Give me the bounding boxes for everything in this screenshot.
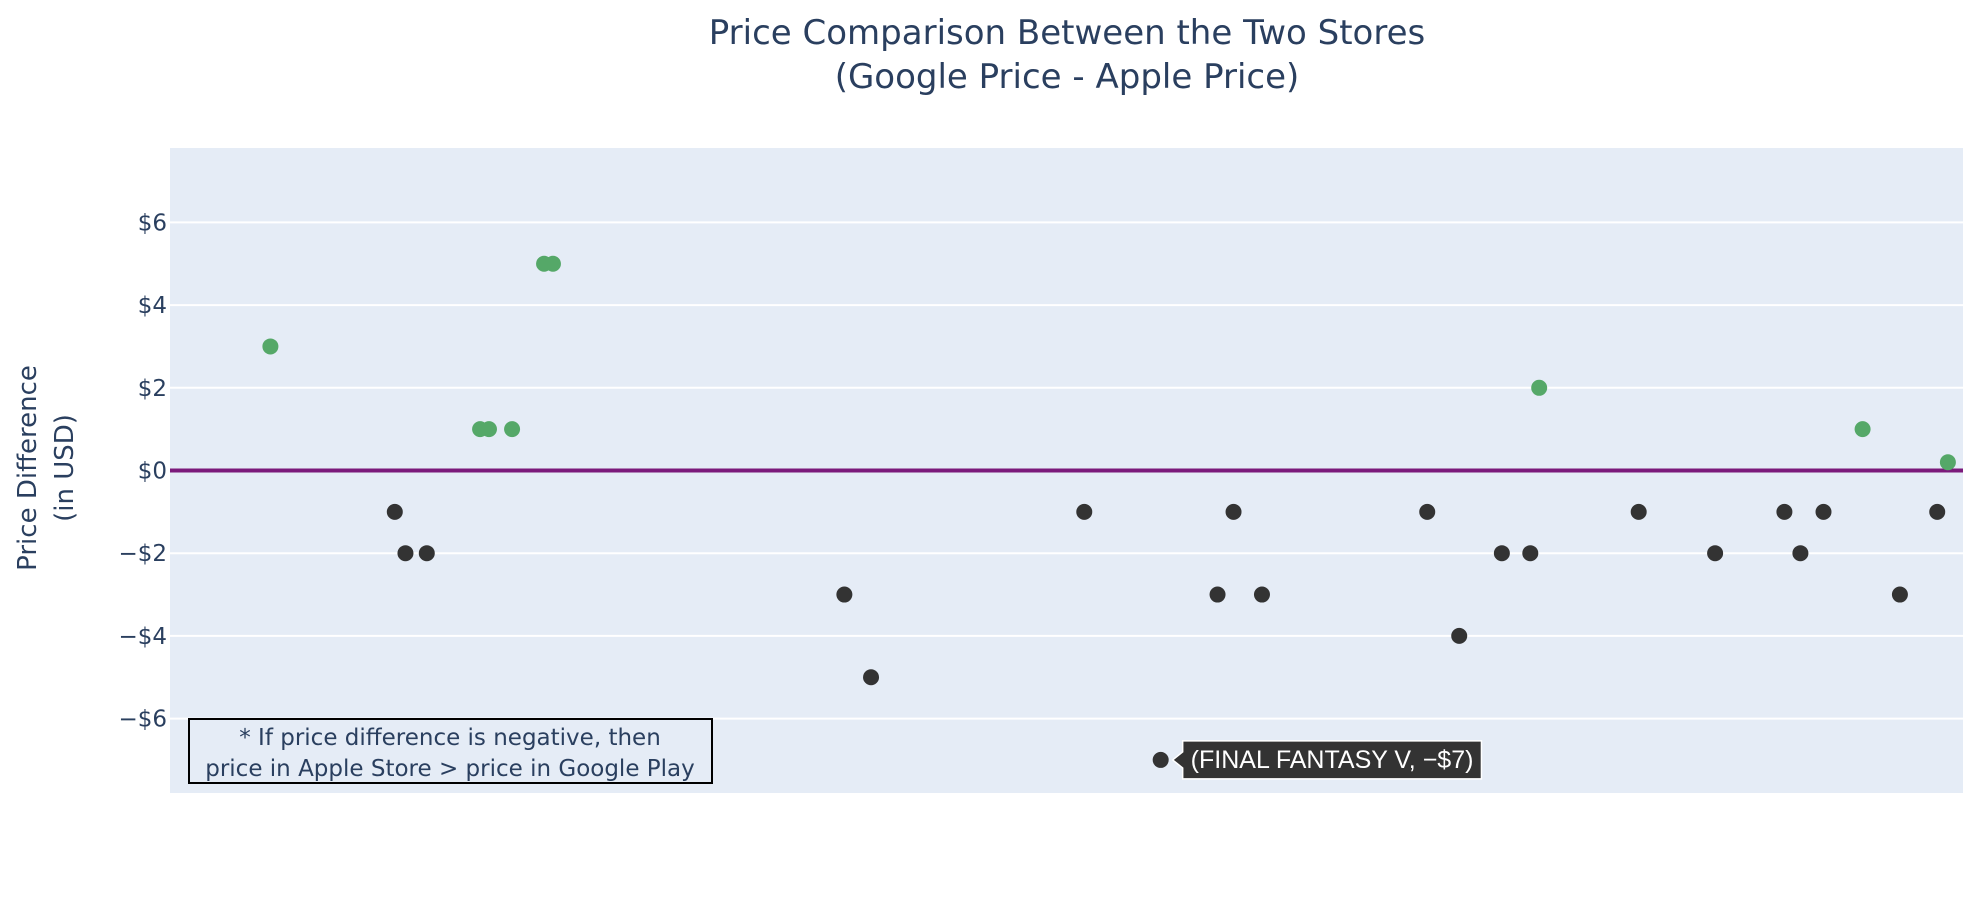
data-point (1929, 503, 1946, 520)
data-point (418, 545, 435, 562)
tooltip-label: (FINAL FANTASY V, −$7) (1191, 746, 1474, 774)
y-tick-label: $4 (138, 293, 167, 319)
hover-tooltip: (FINAL FANTASY V, −$7) (1171, 740, 1483, 780)
note-line-1: * If price difference is negative, then (239, 725, 661, 751)
data-point (386, 503, 403, 520)
data-point (504, 421, 521, 438)
y-tick-label: $0 (138, 459, 167, 485)
data-point (1776, 503, 1793, 520)
data-point (262, 338, 279, 355)
y-tick-label: −$6 (118, 707, 167, 733)
data-point (1815, 503, 1832, 520)
data-point (397, 545, 414, 562)
data-points (262, 255, 1956, 768)
y-axis-ticks: $6 $4 $2 $0 −$2 −$4 −$6 (118, 210, 167, 732)
data-point (1419, 503, 1436, 520)
data-point (1531, 379, 1548, 396)
y-tick-label: $6 (138, 210, 167, 236)
y-axis-title-line2: (in USD) (50, 414, 80, 522)
chart-title: Price Comparison Between the Two Stores (709, 13, 1425, 53)
data-point (1939, 454, 1956, 471)
note-line-2: price in Apple Store > price in Google P… (205, 756, 695, 782)
data-point (1522, 545, 1539, 562)
data-point (836, 586, 853, 603)
note-annotation: * If price difference is negative, then … (188, 718, 713, 784)
data-point (544, 255, 561, 272)
data-point (480, 421, 497, 438)
data-point (1152, 751, 1169, 768)
tooltip-background (1171, 740, 1483, 780)
y-tick-label: −$4 (118, 624, 167, 650)
note-box (188, 718, 713, 784)
data-point (1253, 586, 1270, 603)
data-point (1707, 545, 1724, 562)
chart-subtitle: (Google Price - Apple Price) (835, 57, 1300, 97)
y-axis-title: Price Difference (in USD) (13, 365, 80, 571)
y-tick-label: $2 (138, 376, 167, 402)
data-point (1792, 545, 1809, 562)
data-point (1493, 545, 1510, 562)
data-point (1630, 503, 1647, 520)
data-point (863, 669, 880, 686)
data-point (1209, 586, 1226, 603)
data-point (1225, 503, 1242, 520)
data-point (1854, 421, 1871, 438)
data-point (1451, 627, 1468, 644)
data-point (1891, 586, 1908, 603)
y-axis-title-line1: Price Difference (13, 365, 43, 571)
y-tick-label: −$2 (118, 541, 167, 567)
data-point (1076, 503, 1093, 520)
